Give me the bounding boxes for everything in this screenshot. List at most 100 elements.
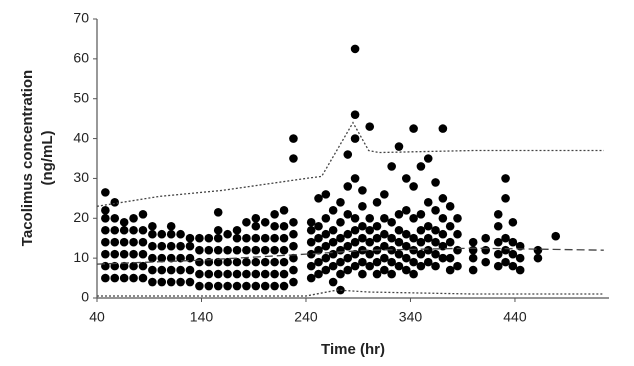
point xyxy=(242,281,251,291)
point xyxy=(242,257,251,267)
point xyxy=(166,277,176,287)
point xyxy=(445,253,455,263)
point xyxy=(409,257,418,267)
point xyxy=(166,265,176,275)
point xyxy=(129,225,138,235)
point xyxy=(242,217,251,227)
point xyxy=(350,249,360,259)
point xyxy=(279,245,289,255)
point xyxy=(223,257,232,267)
point xyxy=(138,261,148,271)
point xyxy=(394,210,404,219)
point xyxy=(343,182,353,191)
point xyxy=(380,241,389,251)
point xyxy=(270,210,279,219)
point xyxy=(401,229,411,239)
point xyxy=(431,237,440,247)
point xyxy=(350,44,360,54)
point xyxy=(260,281,270,291)
point xyxy=(533,245,543,255)
point xyxy=(157,265,167,275)
point xyxy=(166,229,176,239)
point xyxy=(481,233,491,243)
point xyxy=(365,261,375,271)
point xyxy=(321,213,331,223)
point xyxy=(372,198,382,207)
point xyxy=(119,261,129,271)
point xyxy=(176,229,185,239)
point xyxy=(213,225,223,235)
point xyxy=(321,265,331,275)
point xyxy=(358,221,367,231)
point xyxy=(438,229,448,239)
point xyxy=(314,245,323,255)
point xyxy=(251,221,261,231)
point xyxy=(372,257,382,267)
point xyxy=(110,249,120,259)
point xyxy=(242,245,251,255)
point xyxy=(445,237,455,247)
point xyxy=(148,277,157,287)
interval-line xyxy=(96,121,604,207)
point xyxy=(493,221,503,231)
point xyxy=(223,269,232,279)
point xyxy=(289,277,298,287)
point xyxy=(242,233,251,243)
point xyxy=(129,237,138,247)
point xyxy=(223,281,232,291)
point xyxy=(431,206,440,215)
point xyxy=(350,134,360,143)
point xyxy=(321,241,331,251)
point xyxy=(445,202,455,211)
point xyxy=(380,229,389,239)
point xyxy=(328,249,338,259)
point xyxy=(431,261,440,271)
y-axis-label: (ng/mL) xyxy=(39,131,56,186)
point xyxy=(101,188,110,197)
point xyxy=(204,233,214,243)
point xyxy=(195,233,204,243)
y-tick-label: 0 xyxy=(81,289,89,305)
point xyxy=(438,194,448,203)
point xyxy=(380,253,389,263)
point xyxy=(409,124,418,133)
point xyxy=(260,233,270,243)
point xyxy=(336,257,345,267)
point xyxy=(453,213,462,223)
y-tick-label: 30 xyxy=(73,169,89,185)
point xyxy=(336,245,345,255)
point xyxy=(270,233,279,243)
point xyxy=(270,269,279,279)
point xyxy=(185,233,195,243)
point xyxy=(423,245,433,255)
point xyxy=(110,237,120,247)
point xyxy=(314,233,323,243)
point xyxy=(533,253,543,263)
y-tick-label: 10 xyxy=(73,249,89,265)
point xyxy=(343,150,353,159)
point xyxy=(328,277,338,287)
point xyxy=(423,257,433,267)
point xyxy=(423,154,433,163)
point xyxy=(501,194,510,203)
point xyxy=(401,241,411,251)
point xyxy=(289,217,298,227)
point xyxy=(306,249,316,259)
point xyxy=(387,269,396,279)
point xyxy=(232,225,242,235)
point xyxy=(501,233,510,243)
point xyxy=(431,178,440,187)
point xyxy=(314,269,323,279)
point xyxy=(387,257,396,267)
point xyxy=(157,229,167,239)
point xyxy=(468,253,478,263)
point xyxy=(438,253,448,263)
point xyxy=(251,233,261,243)
point xyxy=(251,213,261,223)
point xyxy=(251,281,261,291)
point xyxy=(119,225,129,235)
y-axis-label: Tacolimus concentration xyxy=(19,70,36,246)
point xyxy=(453,245,462,255)
point xyxy=(289,265,298,275)
